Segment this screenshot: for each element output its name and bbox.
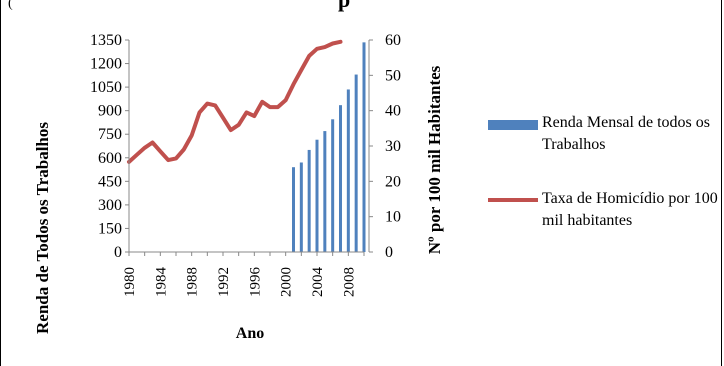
- bar-2003: [307, 149, 311, 252]
- right-tick-label: 50: [385, 67, 401, 84]
- right-tick-label: 40: [385, 103, 401, 120]
- bar-2010: [362, 42, 366, 252]
- top-left-fragment: (: [8, 0, 13, 11]
- x-tick-label: 2008: [341, 267, 357, 297]
- x-tick-label: 1996: [247, 267, 263, 298]
- left-tick-label: 900: [98, 103, 122, 120]
- bar-2002: [299, 162, 303, 252]
- labels-layer: 0 150 300 450 600 750 900 1050 1200 1350 0 10 20 30 40…: [33, 32, 444, 342]
- bar-2004: [315, 139, 319, 252]
- left-axis-title: Renda de Todos os Trabalhos: [33, 122, 52, 334]
- line-layer: [127, 39, 343, 164]
- homicide-line: [127, 39, 343, 164]
- right-tick-label: 20: [385, 173, 401, 190]
- left-tick-label: 1050: [90, 79, 122, 96]
- right-tick-label: 60: [385, 32, 401, 49]
- right-tick-label: 0: [385, 244, 393, 261]
- bars-layer: [292, 42, 366, 252]
- left-tick-label: 450: [98, 173, 122, 190]
- legend: Renda Mensal de todos os Trabalhos Taxa …: [488, 112, 718, 232]
- x-tick-label: 1988: [185, 267, 201, 297]
- x-tick-label: 2004: [310, 267, 326, 298]
- legend-item-renda: Renda Mensal de todos os Trabalhos: [488, 112, 718, 156]
- legend-item-homicidio: Taxa de Homicídio por 100 mil habitantes: [488, 188, 718, 232]
- left-tick-label: 0: [114, 244, 122, 261]
- legend-label-homicidio: Taxa de Homicídio por 100 mil habitantes: [542, 190, 718, 229]
- bar-2009: [354, 74, 358, 252]
- x-tick-label: 2000: [279, 267, 295, 297]
- right-axis-title: Nº por 100 mil Habitantes: [425, 65, 444, 254]
- axes-layer: [125, 39, 373, 256]
- x-tick-label: 1992: [216, 267, 232, 297]
- bar-2006: [331, 119, 335, 252]
- left-tick-label: 750: [98, 126, 122, 143]
- bar-2005: [323, 131, 327, 252]
- bar-2008: [346, 89, 350, 252]
- left-tick-label: 1200: [90, 56, 122, 73]
- x-tick-label: 1984: [153, 267, 169, 298]
- bar-2007: [339, 105, 342, 252]
- right-tick-label: 30: [385, 138, 401, 155]
- left-tick-label: 1350: [90, 32, 122, 49]
- x-axis-title: Ano: [236, 325, 264, 342]
- left-tick-label: 300: [98, 197, 122, 214]
- left-tick-label: 600: [98, 150, 122, 167]
- chart-title: p: [338, 0, 350, 13]
- legend-swatch-line: [488, 198, 538, 202]
- legend-label-renda: Renda Mensal de todos os Trabalhos: [542, 114, 710, 153]
- left-tick-label: 150: [98, 220, 122, 237]
- right-tick-label: 10: [385, 209, 401, 226]
- x-tick-label: 1980: [122, 267, 138, 297]
- bar-2001: [292, 167, 295, 252]
- legend-swatch-bar: [488, 120, 538, 130]
